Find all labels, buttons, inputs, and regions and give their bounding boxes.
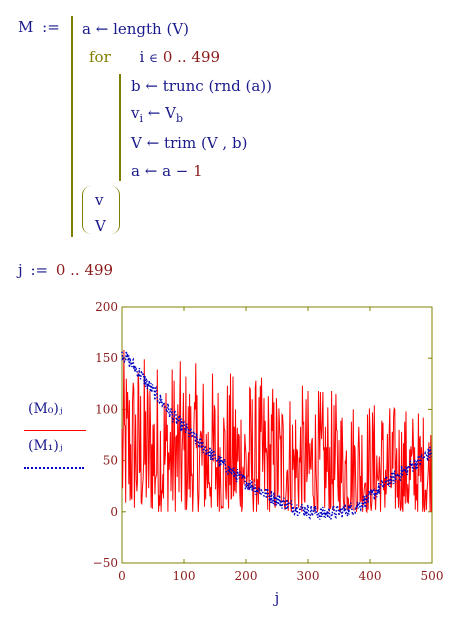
- program-lhs: M :=: [18, 18, 60, 36]
- series-m1: [121, 351, 433, 520]
- y-tick-label: 50: [103, 454, 118, 468]
- x-axis-label: j: [273, 589, 280, 607]
- x-tick-label: 400: [359, 569, 382, 583]
- for-in: ∈: [149, 51, 159, 65]
- y-tick-label: 200: [95, 300, 118, 314]
- y-tick-label: 0: [110, 505, 118, 519]
- legend-series2-label: (M₁)ⱼ: [28, 438, 63, 454]
- x-tick-label: 100: [173, 569, 196, 583]
- line-a-length[interactable]: a ← length (V): [82, 20, 190, 38]
- legend-series2-line: [24, 467, 84, 469]
- line-b-trunc[interactable]: b ← trunc (rnd (a)): [131, 77, 272, 95]
- y-tick-label: 100: [95, 402, 118, 416]
- vec-bottom: V: [95, 217, 106, 235]
- x-tick-label: 0: [118, 569, 126, 583]
- x-tick-label: 200: [235, 569, 258, 583]
- assign-op: :=: [42, 18, 60, 36]
- series-m1-line: [121, 351, 433, 520]
- x-tick-label: 300: [297, 569, 320, 583]
- legend-series1-label: (M₀)ⱼ: [28, 401, 63, 417]
- vec-top: v: [95, 191, 104, 209]
- program-bar-outer: [71, 16, 73, 237]
- x-tick-label: 500: [421, 569, 444, 583]
- for-range: 0 .. 499: [162, 48, 221, 66]
- for-keyword: for: [89, 48, 111, 66]
- paren-right: [111, 186, 120, 234]
- series-m0-line: [121, 349, 432, 514]
- paren-left: [82, 186, 91, 234]
- series-m0: [121, 349, 432, 514]
- legend-series1-line: [24, 430, 86, 431]
- for-var: i: [139, 48, 145, 66]
- line-a-decrement[interactable]: a ← a − 1: [131, 162, 203, 180]
- lhs-var: M: [18, 18, 34, 36]
- program-bar-inner: [119, 74, 121, 181]
- range-definition[interactable]: j := 0 .. 499: [18, 261, 114, 279]
- y-tick-label: 150: [95, 351, 118, 365]
- line-v-trim[interactable]: V ← trim (V , b): [131, 134, 248, 152]
- y-tick-label: −50: [93, 556, 118, 570]
- return-vector[interactable]: v V: [82, 186, 120, 236]
- line-v-assign[interactable]: vi ← Vb: [131, 104, 184, 125]
- for-line[interactable]: for i ∈ 0 .. 499: [89, 48, 220, 67]
